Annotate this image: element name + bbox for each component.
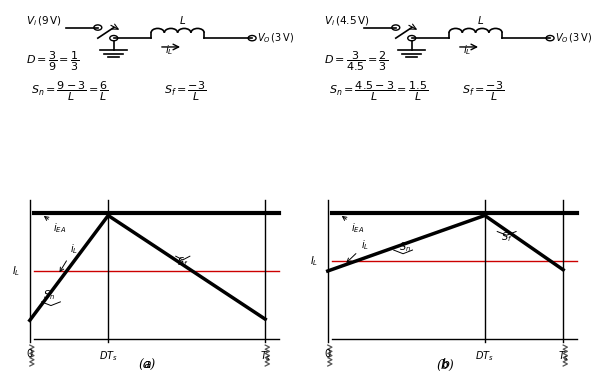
Text: 0: 0 xyxy=(325,349,331,359)
Text: $i_L$: $i_L$ xyxy=(60,242,78,272)
Text: $D = \dfrac{3}{9} = \dfrac{1}{3}$: $D = \dfrac{3}{9} = \dfrac{1}{3}$ xyxy=(26,49,79,73)
Text: $T_s$: $T_s$ xyxy=(557,349,569,363)
Text: 0: 0 xyxy=(27,349,33,359)
Text: $S_n$: $S_n$ xyxy=(400,240,412,254)
Text: $I_L$: $I_L$ xyxy=(12,264,20,278)
Text: $S_f$: $S_f$ xyxy=(177,255,188,269)
Text: $I_L$: $I_L$ xyxy=(310,254,319,268)
Text: $i_{EA}$: $i_{EA}$ xyxy=(343,217,364,235)
Text: $T_s$: $T_s$ xyxy=(260,349,271,363)
Text: $i_{EA}$: $i_{EA}$ xyxy=(44,217,67,235)
Text: $DT_s$: $DT_s$ xyxy=(475,349,494,363)
Text: $V_O\,(3\,\mathrm{V})$: $V_O\,(3\,\mathrm{V})$ xyxy=(257,32,295,46)
Text: $S_n = \dfrac{4.5-3}{L} = \dfrac{1.5}{L}$: $S_n = \dfrac{4.5-3}{L} = \dfrac{1.5}{L}… xyxy=(329,79,428,103)
Text: (b): (b) xyxy=(437,359,454,371)
Text: $S_n$: $S_n$ xyxy=(43,288,55,302)
Text: $S_f$: $S_f$ xyxy=(501,230,512,244)
Text: $S_n = \dfrac{9-3}{L} = \dfrac{6}{L}$: $S_n = \dfrac{9-3}{L} = \dfrac{6}{L}$ xyxy=(31,79,109,103)
Text: $S_f = \dfrac{-3}{L}$: $S_f = \dfrac{-3}{L}$ xyxy=(164,79,206,103)
Text: $i_L$: $i_L$ xyxy=(463,43,472,57)
Text: (a): (a) xyxy=(139,359,156,371)
Text: $DT_s$: $DT_s$ xyxy=(99,349,118,363)
Text: $\mathit{b}$: $\mathit{b}$ xyxy=(441,357,450,371)
Text: $V_i\,(9\,\mathrm{V})$: $V_i\,(9\,\mathrm{V})$ xyxy=(26,14,62,28)
Text: $i_L$: $i_L$ xyxy=(347,238,369,262)
Text: $\mathit{a}$: $\mathit{a}$ xyxy=(143,358,152,371)
Text: $V_i\,(4.5\,\mathrm{V})$: $V_i\,(4.5\,\mathrm{V})$ xyxy=(324,14,370,28)
Text: $V_O\,(3\,\mathrm{V})$: $V_O\,(3\,\mathrm{V})$ xyxy=(556,32,593,46)
Text: $i_L$: $i_L$ xyxy=(166,43,174,57)
Text: $S_f = \dfrac{-3}{L}$: $S_f = \dfrac{-3}{L}$ xyxy=(462,79,505,103)
Text: $D = \dfrac{3}{4.5} = \dfrac{2}{3}$: $D = \dfrac{3}{4.5} = \dfrac{2}{3}$ xyxy=(324,49,388,73)
Text: $L$: $L$ xyxy=(478,14,484,26)
Text: $L$: $L$ xyxy=(179,14,187,26)
